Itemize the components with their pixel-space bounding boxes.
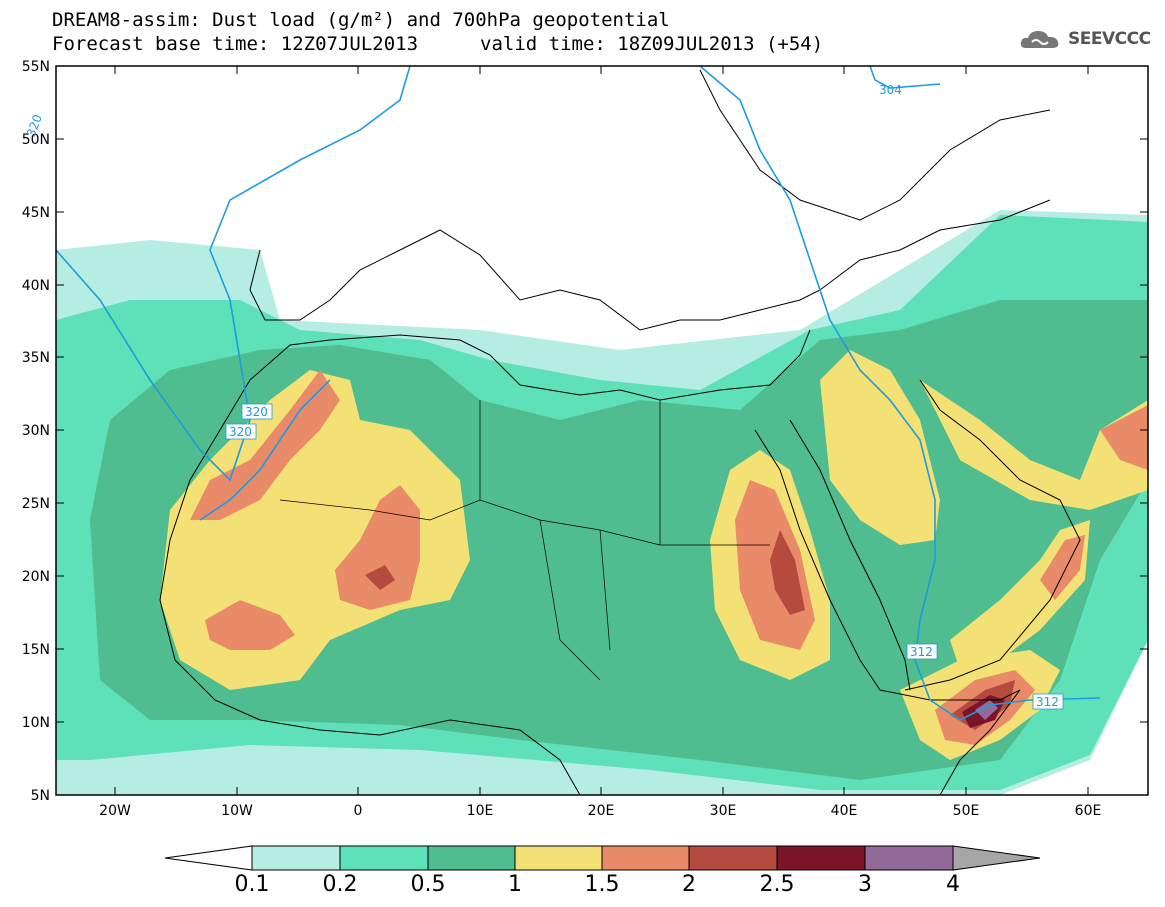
lon-label: 30E [710,803,737,819]
dust-class-1.5-e [1100,405,1148,470]
coast-europe [249,199,1051,331]
lat-label: 5N [31,788,50,804]
dust-field [56,210,1148,795]
dust-class-2-b [365,565,395,590]
lat-label: 10N [22,715,50,731]
colorbar-cell [427,845,516,871]
lat-label: 40N [22,278,50,294]
colorbar-label: 0.1 [234,872,270,897]
colorbar-label: 2.5 [759,872,795,897]
colorbar-cell [339,845,429,871]
dust-class-2-a [770,530,805,615]
dust-class-1-gulf [920,380,1148,510]
lon-labels: 20W 10W 0 10E 20E 30E 40E 50E 60E [99,803,1101,819]
colorbar-label: 0.5 [410,872,446,897]
coast-arabia [904,379,1081,691]
lat-label: 50N [22,132,50,148]
contour-320 [56,66,411,482]
lat-label: 45N [22,205,50,221]
coast-red-sea [754,419,911,691]
valid-time: valid time: 18Z09JUL2013 (+54) [480,33,824,55]
dust-class-1.5-b [335,485,420,610]
contour-label: 304 [879,83,902,97]
lat-axis [56,65,1148,796]
lon-label: 50E [953,803,980,819]
forecast-base-time: Forecast base time: 12Z07JUL2013 [52,33,419,55]
border-sample-b [479,400,661,681]
contour-312 [699,66,1101,721]
colorbar-max-arrow [952,845,1041,871]
colorbar-label: 1 [508,872,522,897]
colorbar-label: 1.5 [584,872,620,897]
lat-labels: 55N 50N 45N 40N 35N 30N 25N 20N 15N 10N … [22,59,50,804]
colorbar-min-arrow [164,845,253,871]
lat-label: 30N [22,423,50,439]
colorbar-cell [688,845,778,871]
lat-label: 35N [22,350,50,366]
lon-label: 10W [221,803,253,819]
lon-label: 20W [99,803,131,819]
colorbar-cell [601,845,690,871]
logo-text: SEEVCCC [1068,29,1151,49]
seevccc-logo: SEEVCCC [1018,26,1151,52]
lon-label: 10E [467,803,494,819]
colorbar-label: 3 [858,872,872,897]
lon-label: 60E [1075,803,1102,819]
coast-west-africa [159,344,581,795]
contour-label: 312 [910,645,933,659]
contour-label: 320 [229,425,252,439]
contour-label: 320 [245,405,268,419]
colorbar-label: 4 [946,872,960,897]
colorbar-label: 2 [682,872,696,897]
contour-304 [869,66,941,89]
colorbar-cell [776,845,866,871]
lat-label: 15N [22,642,50,658]
colorbar-cell [251,845,341,871]
coast-east-europe [699,69,1051,221]
cloud-icon [1020,31,1059,48]
colorbar-cell [864,845,954,871]
colorbar-cell [514,845,603,871]
dust-class-1-arabia [820,350,940,545]
lat-label: 55N [22,59,50,75]
colorbar-label: 0.2 [322,872,358,897]
lon-label: 20E [588,803,615,819]
coastlines [159,69,1081,795]
dust-class-1.5-f [1040,535,1085,600]
contour-label: 312 [1036,695,1059,709]
coast-north-africa [289,329,811,401]
dust-class-1.5-c [205,600,295,650]
lat-label: 25N [22,496,50,512]
contour-320-b [199,379,331,521]
colorbar [164,845,1041,871]
lat-label: 20N [22,569,50,585]
lon-axis [114,66,1089,795]
map-title: DREAM8-assim: Dust load (g/m²) and 700hP… [52,9,670,31]
geopotential-contours [56,66,1101,721]
lon-label: 0 [354,803,363,819]
lon-label: 40E [831,803,858,819]
